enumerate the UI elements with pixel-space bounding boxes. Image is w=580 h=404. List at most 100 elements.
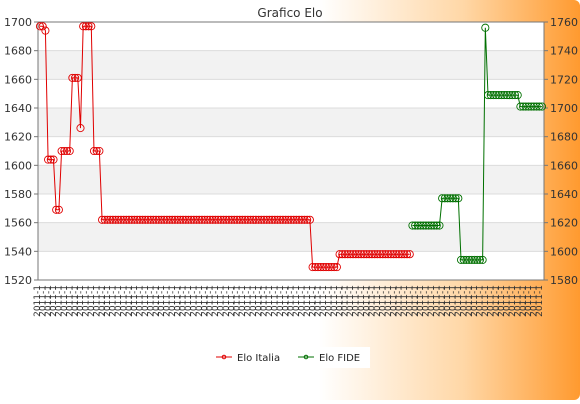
data-point [68, 73, 77, 82]
x-tick-label: 2011-1 [530, 285, 540, 317]
data-point [448, 194, 457, 203]
data-point [57, 146, 66, 156]
data-point [400, 250, 409, 259]
plot-band [38, 79, 544, 108]
left-tick-label: 1640 [4, 102, 32, 115]
data-point [187, 215, 196, 224]
x-tick-label: 2011-1 [195, 285, 205, 317]
x-tick-label: 2011-1 [508, 285, 518, 317]
x-tick-label: 2011-1 [76, 285, 86, 317]
x-tick-label: 2011-1 [254, 285, 264, 317]
x-tick-label: 2011-1 [249, 285, 259, 317]
x-tick-label: 2011-1 [416, 285, 426, 317]
data-point [521, 102, 530, 111]
data-point [497, 91, 506, 100]
data-point [81, 22, 90, 31]
x-tick-label: 2011-1 [373, 285, 383, 317]
data-point [243, 215, 252, 224]
x-tick-label: 2011-1 [265, 285, 275, 317]
x-tick-label: 2011-1 [427, 285, 437, 317]
x-tick-label: 2011-1 [260, 285, 270, 317]
data-point [116, 215, 126, 224]
left-tick-label: 1620 [4, 131, 32, 144]
data-point [389, 250, 398, 259]
x-tick-label: 2011-1 [287, 285, 297, 317]
x-tick-label: 2011-1 [384, 285, 394, 317]
x-tick-label: 2011-1 [190, 285, 200, 317]
legend-label-fide: Elo FIDE [319, 353, 360, 364]
data-point [376, 250, 385, 259]
left-tick-label: 1660 [4, 73, 32, 86]
data-point [157, 215, 166, 224]
legend-label-italia: Elo Italia [237, 353, 280, 364]
data-point [413, 221, 422, 230]
legend: Elo Italia Elo FIDE [210, 347, 370, 368]
data-point [486, 91, 495, 100]
data-point [322, 263, 331, 272]
left-tick-label: 1680 [4, 45, 32, 58]
data-point [289, 215, 298, 224]
data-point [492, 91, 501, 100]
data-point [284, 215, 293, 224]
data-point [386, 250, 395, 259]
x-tick-label: 2011-1 [109, 285, 119, 317]
data-point [419, 221, 428, 230]
data-point [35, 22, 45, 31]
series-elo-fide [408, 23, 547, 264]
data-point [532, 102, 541, 111]
data-point [170, 215, 179, 224]
data-point [319, 263, 328, 272]
data-point [235, 215, 244, 224]
x-tick-label: 2011-1 [211, 285, 221, 317]
data-point [349, 250, 358, 259]
x-tick-label: 2011-1 [200, 285, 210, 317]
x-tick-label: 2011-1 [459, 285, 469, 317]
data-point [408, 221, 417, 230]
right-tick-label: 1740 [550, 45, 578, 58]
data-point [316, 263, 325, 272]
x-tick-label: 2011-1 [454, 285, 464, 317]
data-point [327, 263, 336, 272]
x-tick-label: 2011-1 [513, 285, 523, 317]
data-point [146, 215, 155, 224]
x-axis-labels: 2011-12011-12011-12011-12011-12011-12011… [33, 285, 545, 317]
data-point [505, 91, 514, 100]
x-tick-label: 2011-1 [432, 285, 442, 317]
x-tick-label: 2011-1 [33, 285, 43, 317]
x-tick-label: 2011-1 [292, 285, 302, 317]
data-point [286, 215, 296, 224]
x-tick-label: 2011-1 [314, 285, 324, 317]
x-tick-label: 2011-1 [184, 285, 194, 317]
data-point [241, 215, 250, 224]
data-point [516, 102, 525, 111]
data-point [141, 215, 150, 224]
data-point [403, 250, 412, 259]
data-point [424, 221, 433, 230]
data-point [281, 215, 290, 224]
x-tick-label: 2011-1 [497, 285, 507, 317]
data-point [416, 221, 425, 230]
x-tick-label: 2011-1 [405, 285, 415, 317]
data-point [119, 215, 128, 224]
data-point [338, 250, 347, 259]
right-tick-label: 1580 [550, 274, 578, 287]
data-point [473, 255, 482, 264]
x-tick-label: 2011-1 [281, 285, 291, 317]
left-axis: 1520 1540 1560 1580 1600 1620 1640 1660 1680 1700 [4, 16, 38, 287]
data-point [208, 215, 217, 224]
data-point [397, 250, 406, 259]
data-point [429, 221, 439, 230]
data-point [73, 73, 82, 82]
x-tick-label: 2011-1 [341, 285, 351, 317]
data-point [346, 250, 355, 259]
x-tick-label: 2011-1 [492, 285, 502, 317]
data-point [537, 102, 547, 111]
data-point [454, 194, 463, 203]
data-point [311, 263, 320, 272]
data-point [351, 250, 360, 259]
data-point [100, 215, 109, 224]
chart-title: Grafico Elo [257, 6, 322, 20]
left-tick-label: 1700 [4, 16, 32, 29]
data-point [133, 215, 142, 224]
